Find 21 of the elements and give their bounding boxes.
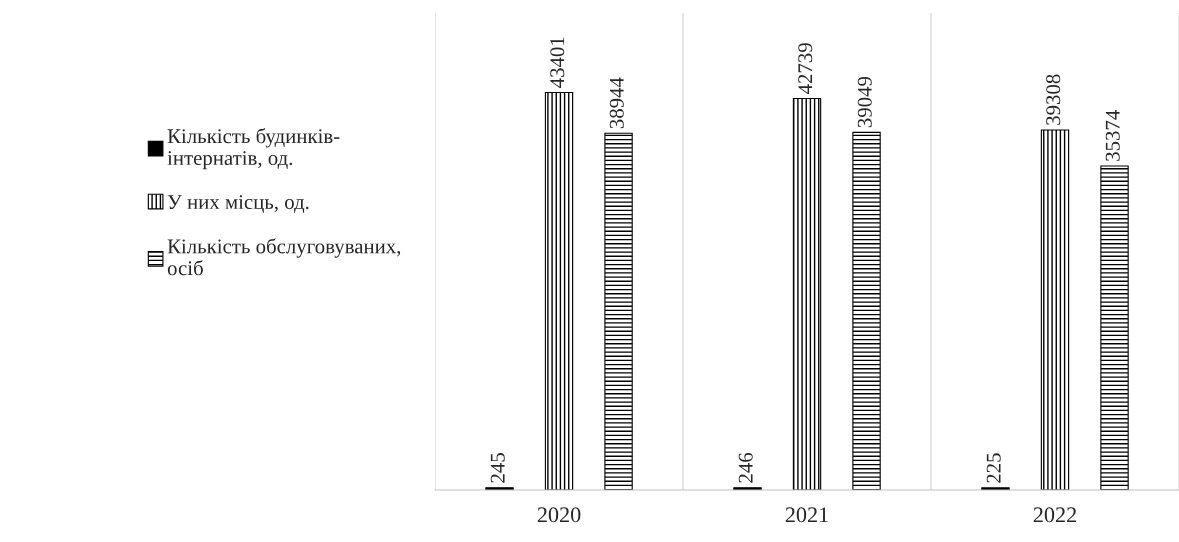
x-tick-label: 2022 [1033,507,1077,523]
data-label: 225 [986,453,1001,483]
bar [1100,165,1129,490]
bar [852,131,881,490]
x-tick-label: 2021 [785,507,828,523]
data-label: 42739 [798,43,813,94]
x-tick-label: 2020 [537,507,581,523]
bar [1040,129,1070,490]
data-label: 245 [490,453,505,483]
data-label: 246 [738,452,753,483]
bar [604,132,633,490]
data-label: 35374 [1105,110,1120,161]
data-label: 39049 [857,76,872,128]
data-label: 43401 [550,37,565,88]
bar [544,91,574,490]
legend-label: Кількість обслуговуваних, осіб [167,238,401,276]
legend-label: Кількість будинків- інтернатів, од. [167,128,340,170]
data-label: 38944 [609,77,624,129]
data-label: 39308 [1046,74,1061,125]
legend-label: У них місць, од. [167,195,309,213]
bar [792,98,822,490]
